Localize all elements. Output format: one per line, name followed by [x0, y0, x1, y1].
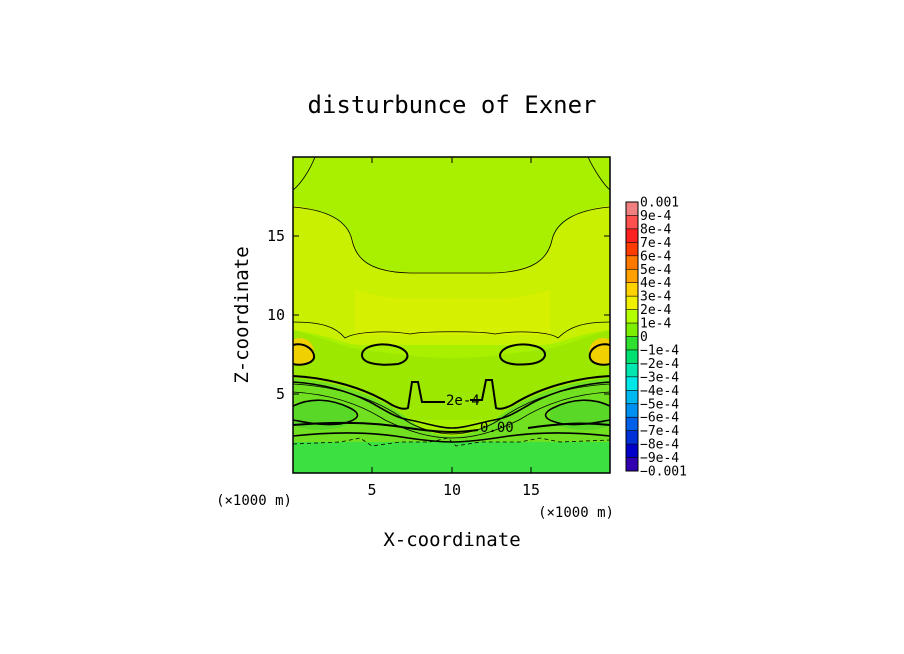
x-unit: (×1000 m)	[538, 505, 614, 521]
y-tick-label: 10	[267, 306, 285, 324]
colorbar-swatch	[626, 228, 638, 243]
colorbar-label: −9e-4	[640, 451, 679, 466]
colorbar-swatch	[626, 296, 638, 310]
y-tick-label: 5	[276, 385, 285, 403]
colorbar-swatch	[626, 444, 638, 458]
colorbar-swatch	[626, 417, 638, 431]
colorbar-label: 6e-4	[640, 249, 671, 264]
colorbar-swatch	[626, 403, 638, 418]
x-tick-label: 15	[522, 481, 540, 499]
colorbar-swatch	[626, 282, 638, 297]
contour-2e-4	[293, 375, 610, 410]
colorbar-swatch	[626, 363, 638, 378]
colorbar-label: −1e-4	[640, 343, 679, 358]
contour-thick	[293, 381, 610, 429]
colorbar-label: −0.001	[640, 465, 687, 480]
colorbar-label: 7e-4	[640, 236, 671, 251]
colorbar-swatch	[626, 376, 638, 391]
colorbar-label: 3e-4	[640, 290, 671, 305]
colorbar-label: 0.001	[640, 196, 679, 211]
colorbar-label: 1e-4	[640, 317, 671, 332]
colorbar-label: −4e-4	[640, 384, 679, 399]
colorbar-swatch	[626, 202, 638, 216]
contour-thin	[293, 157, 316, 191]
field-center-band	[355, 290, 550, 335]
colorbar-label: −3e-4	[640, 370, 679, 385]
colorbar-label: 0	[640, 330, 648, 345]
colorbar-label: −8e-4	[640, 438, 679, 453]
colorbar-label: 2e-4	[640, 303, 671, 318]
colorbar-swatch	[626, 215, 638, 230]
contour-thin	[293, 321, 610, 339]
colorbar-swatch	[626, 242, 638, 257]
colorbar-label: 4e-4	[640, 276, 671, 291]
contour-thick	[544, 399, 610, 426]
contour-thin	[293, 391, 610, 439]
colorbar-swatch	[626, 457, 638, 472]
colorbar-label: 5e-4	[640, 263, 671, 278]
colorbar-swatch	[626, 390, 638, 405]
y-axis: 5 10 15 (×1000 m) Z-coordinate	[216, 227, 610, 509]
contour-label-2e-4: 2e-4	[446, 393, 480, 409]
colorbar-label: 8e-4	[640, 222, 671, 237]
contour-thick	[293, 432, 610, 443]
colorbar-label: −7e-4	[640, 424, 679, 439]
x-axis-label: X-coordinate	[383, 529, 520, 551]
colorbar-swatch	[626, 255, 638, 270]
colorbar-swatch	[626, 430, 638, 445]
contour-label-zero: 0.00	[480, 420, 514, 436]
x-tick-label: 5	[367, 481, 376, 499]
x-axis: 5 10 15 (×1000 m) X-coordinate	[367, 157, 614, 551]
contour-thick	[293, 399, 359, 426]
y-tick-label: 15	[267, 227, 285, 245]
contour-thin	[587, 157, 610, 191]
colorbar-swatch	[626, 349, 638, 364]
colorbar-swatch	[626, 323, 638, 337]
colorbar-label: −6e-4	[640, 411, 679, 426]
colorbar-swatch	[626, 309, 638, 324]
plot-area	[293, 157, 610, 473]
y-unit: (×1000 m)	[216, 493, 292, 509]
contour-closed	[293, 343, 316, 366]
colorbar-label: 9e-4	[640, 209, 671, 224]
colorbar-label: −2e-4	[640, 357, 679, 372]
contour-closed	[588, 343, 610, 366]
contour-dashed	[293, 437, 610, 447]
contour-closed	[498, 343, 546, 366]
contour-thin	[293, 206, 610, 274]
colorbar-swatch	[626, 336, 638, 351]
x-tick-label: 10	[443, 481, 461, 499]
contour-closed	[360, 343, 409, 366]
chart-title: disturbunce of Exner	[308, 91, 597, 119]
colorbar-swatch	[626, 269, 638, 283]
y-axis-label: Z-coordinate	[231, 246, 253, 383]
colorbar: 0.0019e-48e-47e-46e-45e-44e-43e-42e-41e-…	[625, 196, 687, 480]
colorbar-label: −5e-4	[640, 397, 679, 412]
